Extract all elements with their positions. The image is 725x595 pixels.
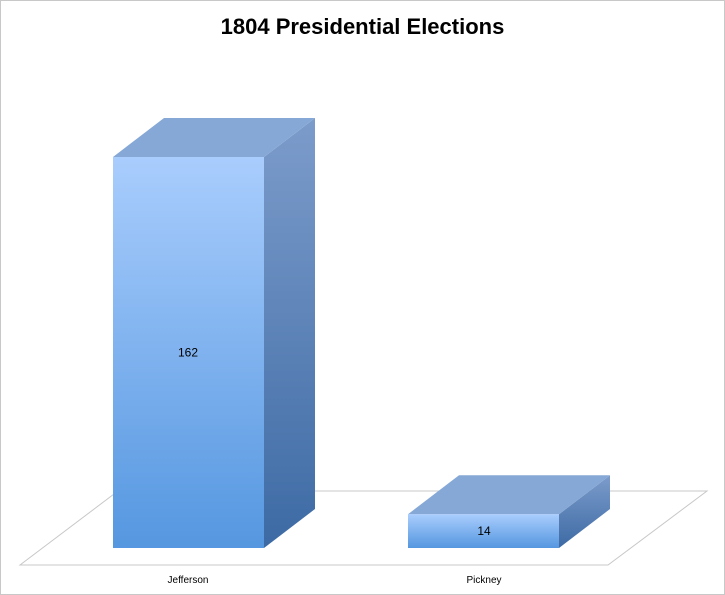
bar-pickney-top: [408, 475, 610, 515]
category-label-jefferson: Jefferson: [168, 575, 209, 586]
bar-jefferson: [113, 157, 264, 548]
bar-pickney: [408, 514, 559, 548]
bar-pickney-side: [559, 475, 610, 548]
bar-jefferson-side: [264, 118, 315, 548]
chart-title: 1804 Presidential Elections: [220, 14, 505, 39]
labels-group: 162 Jefferson 14 Pickney: [168, 346, 502, 587]
value-label-jefferson: 162: [178, 346, 198, 360]
bars-group: [113, 118, 610, 548]
value-label-pickney: 14: [477, 524, 491, 538]
bar-jefferson-top: [113, 118, 315, 157]
category-label-pickney: Pickney: [466, 575, 501, 586]
